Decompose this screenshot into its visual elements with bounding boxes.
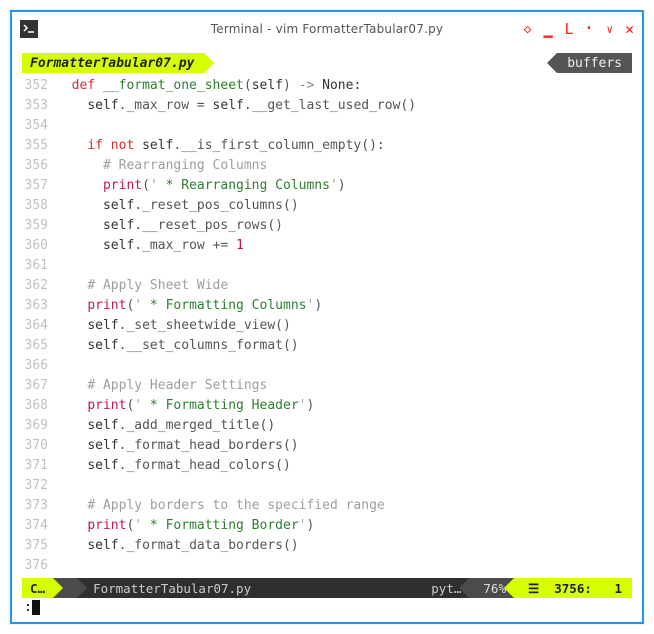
wm-maximize-icon[interactable]: L [564,20,571,38]
line-number: 353 [22,96,56,116]
code-line: 356 # Rearranging Columns [22,156,632,176]
line-number: 366 [22,356,56,376]
line-number: 360 [22,236,56,256]
terminal-app-icon [20,20,38,38]
status-filename: FormatterTabular07.py [77,578,423,598]
line-content: self.__set_columns_format() [56,336,632,356]
line-content [56,256,632,276]
line-content: self._max_row = self.__get_last_used_row… [56,96,632,116]
line-number: 359 [22,216,56,236]
line-content: # Rearranging Columns [56,156,632,176]
code-line: 368 print(' * Formatting Header') [22,396,632,416]
line-number: 362 [22,276,56,296]
status-position: ☰ 3756: 1 [514,578,632,598]
wm-minimize-icon[interactable]: ▁ [543,20,552,38]
window-controls: ◇ ▁ L · ∨ ✕ [524,20,634,38]
code-viewport[interactable]: 352 def __format_one_sheet(self) -> None… [22,76,632,576]
line-content [56,556,632,576]
code-line: 355 if not self.__is_first_column_empty(… [22,136,632,156]
code-line: 363 print(' * Formatting Columns') [22,296,632,316]
buffers-label: buffers [567,56,622,71]
bufferline: FormatterTabular07.py buffers [22,52,632,74]
code-line: 353 self._max_row = self.__get_last_used… [22,96,632,116]
line-number: 357 [22,176,56,196]
line-content: print(' * Rearranging Columns') [56,176,632,196]
wm-shade-icon[interactable]: ∨ [606,23,613,36]
code-line: 364 self._set_sheetwide_view() [22,316,632,336]
code-line: 367 # Apply Header Settings [22,376,632,396]
code-line: 359 self.__reset_pos_rows() [22,216,632,236]
code-line: 361 [22,256,632,276]
line-content: # Apply Sheet Wide [56,276,632,296]
buffers-indicator[interactable]: buffers [557,53,632,73]
cmdline-prompt: : [24,600,32,615]
code-line: 376 [22,556,632,576]
line-content: self.__reset_pos_rows() [56,216,632,236]
wm-close-icon[interactable]: ✕ [625,20,634,38]
line-content: def __format_one_sheet(self) -> None: [56,76,632,96]
line-content: self._format_data_borders() [56,536,632,556]
code-line: 362 # Apply Sheet Wide [22,276,632,296]
code-line: 369 self._add_merged_title() [22,416,632,436]
line-number: 364 [22,316,56,336]
code-line: 375 self._format_data_borders() [22,536,632,556]
line-number: 358 [22,196,56,216]
line-number: 376 [22,556,56,576]
line-number: 365 [22,336,56,356]
line-content: self._format_head_borders() [56,436,632,456]
code-line: 370 self._format_head_borders() [22,436,632,456]
code-line: 357 print(' * Rearranging Columns') [22,176,632,196]
line-content [56,356,632,376]
line-number: 375 [22,536,56,556]
code-line: 373 # Apply borders to the specified ran… [22,496,632,516]
tab-active-label: FormatterTabular07.py [30,56,194,71]
line-number: 373 [22,496,56,516]
line-number: 374 [22,516,56,536]
line-number: 367 [22,376,56,396]
line-number: 352 [22,76,56,96]
line-number: 369 [22,416,56,436]
line-number: 372 [22,476,56,496]
code-line: 358 self._reset_pos_columns() [22,196,632,216]
code-line: 372 [22,476,632,496]
status-mode: C… [22,578,53,598]
line-number: 356 [22,156,56,176]
code-line: 365 self.__set_columns_format() [22,336,632,356]
wm-pin-icon[interactable]: ◇ [524,22,532,37]
line-content [56,116,632,136]
line-content [56,476,632,496]
line-number: 370 [22,436,56,456]
code-line: 374 print(' * Formatting Border') [22,516,632,536]
statusline: C… FormatterTabular07.py pyt… 76% ☰ 3756… [22,578,632,598]
cursor-block [32,600,40,615]
line-content: self._reset_pos_columns() [56,196,632,216]
code-line: 352 def __format_one_sheet(self) -> None… [22,76,632,96]
titlebar: Terminal - vim FormatterTabular07.py ◇ ▁… [12,12,642,46]
line-content: # Apply Header Settings [56,376,632,396]
line-content: print(' * Formatting Border') [56,516,632,536]
line-number: 355 [22,136,56,156]
code-line: 354 [22,116,632,136]
terminal-window: Terminal - vim FormatterTabular07.py ◇ ▁… [10,10,644,624]
code-line: 360 self._max_row += 1 [22,236,632,256]
command-line[interactable]: : [22,598,632,618]
code-line: 366 [22,356,632,376]
line-number: 368 [22,396,56,416]
editor-area: FormatterTabular07.py buffers 352 def __… [12,46,642,622]
line-content: print(' * Formatting Header') [56,396,632,416]
code-line: 371 self._format_head_colors() [22,456,632,476]
line-content: self._max_row += 1 [56,236,632,256]
line-content: self._set_sheetwide_view() [56,316,632,336]
line-content: print(' * Formatting Columns') [56,296,632,316]
line-number: 371 [22,456,56,476]
line-number: 361 [22,256,56,276]
line-content: # Apply borders to the specified range [56,496,632,516]
tab-active[interactable]: FormatterTabular07.py [22,53,204,73]
line-number: 363 [22,296,56,316]
line-number: 354 [22,116,56,136]
line-content: if not self.__is_first_column_empty(): [56,136,632,156]
line-content: self._add_merged_title() [56,416,632,436]
line-content: self._format_head_colors() [56,456,632,476]
